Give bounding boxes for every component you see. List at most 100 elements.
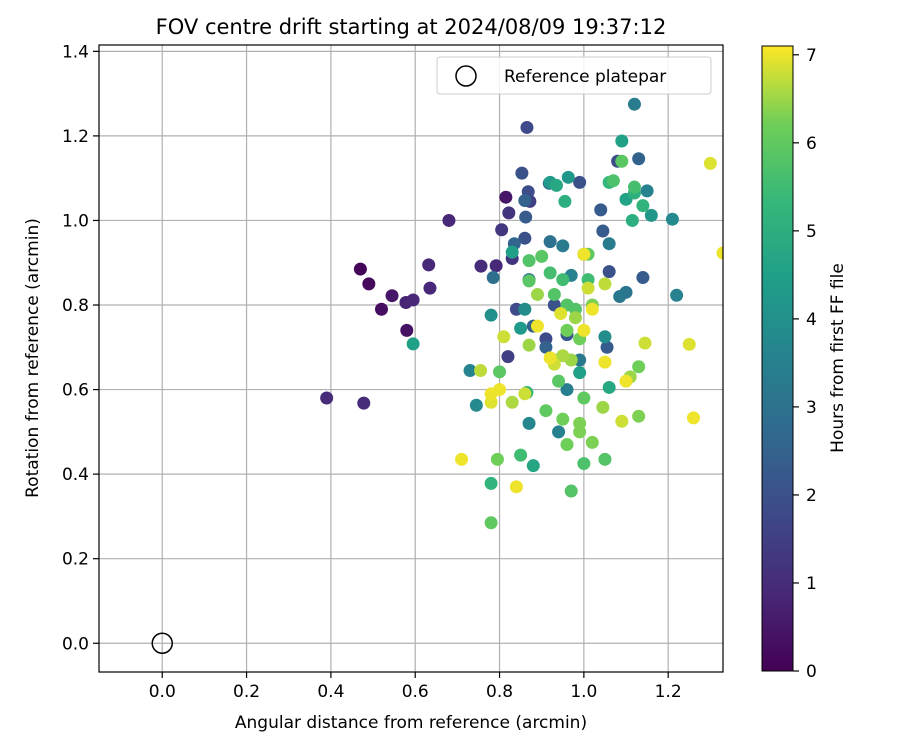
colorbar-tick-label: 7 (806, 46, 817, 66)
x-ticks: 0.0 0.2 0.4 0.6 0.8 1.0 1.2 (149, 672, 682, 702)
data-point (564, 484, 578, 498)
data-point (638, 336, 652, 350)
data-point (602, 265, 616, 279)
data-point (585, 302, 599, 316)
data-point (543, 351, 557, 365)
data-point (560, 323, 574, 337)
data-point (493, 365, 507, 379)
y-tick-label: 0.8 (62, 296, 89, 316)
data-point (530, 319, 544, 333)
legend-box (436, 56, 712, 95)
data-point (613, 290, 627, 304)
data-point (505, 395, 519, 409)
data-point (615, 414, 629, 428)
data-point (585, 435, 599, 449)
data-point (406, 337, 420, 351)
data-point (442, 213, 456, 227)
data-point (636, 271, 650, 285)
plot-frame (98, 44, 724, 673)
data-point (539, 340, 553, 354)
data-point (320, 391, 334, 405)
data-point (455, 452, 469, 466)
colorbar-tick-label: 4 (806, 310, 817, 330)
y-tick-label: 0.2 (62, 550, 89, 570)
data-point (357, 396, 371, 410)
data-point (665, 212, 679, 226)
data-point (501, 350, 515, 364)
data-point (636, 199, 650, 213)
data-point (474, 259, 488, 273)
data-point (497, 330, 511, 344)
colorbar-tick-label: 5 (806, 222, 817, 242)
data-point (670, 288, 684, 302)
data-point (556, 273, 570, 287)
x-tick-label: 1.0 (570, 682, 597, 702)
data-point (463, 364, 477, 378)
data-point (640, 184, 654, 198)
data-point (406, 293, 420, 307)
data-point (499, 190, 513, 204)
y-ticks: 0.0 0.2 0.4 0.6 0.8 1.0 1.2 1.4 (62, 42, 99, 654)
data-point (573, 366, 587, 380)
data-point (573, 175, 587, 189)
colorbar-tick-label: 0 (806, 662, 817, 682)
y-tick-label: 1.0 (62, 211, 89, 231)
data-point (558, 194, 572, 208)
x-tick-label: 1.2 (655, 682, 682, 702)
legend: Reference platepar (436, 56, 712, 95)
data-point (598, 452, 612, 466)
data-point (619, 374, 633, 388)
data-point (495, 223, 509, 237)
data-point (560, 438, 574, 452)
data-point (518, 302, 532, 316)
data-point (522, 254, 536, 268)
y-tick-label: 0.6 (62, 381, 89, 401)
data-point (556, 349, 570, 363)
x-tick-label: 0.4 (317, 682, 344, 702)
data-point (535, 249, 549, 263)
data-point (543, 266, 557, 280)
data-point (632, 152, 646, 166)
colorbar-tick-label: 2 (806, 486, 817, 506)
data-point (486, 271, 500, 285)
data-point (625, 213, 639, 227)
data-point (353, 262, 367, 276)
data-point (423, 281, 437, 295)
data-point (703, 156, 717, 170)
data-point (577, 323, 591, 337)
data-point (522, 416, 536, 430)
data-point (514, 321, 528, 335)
data-point (632, 360, 646, 374)
colorbar-label: Hours from first FF file (828, 263, 848, 453)
data-point (509, 480, 523, 494)
data-point (686, 411, 700, 425)
data-point (385, 289, 399, 303)
x-axis-label: Angular distance from reference (arcmin) (235, 713, 587, 733)
data-point (484, 387, 498, 401)
data-point (556, 412, 570, 426)
data-point (502, 206, 516, 220)
data-point (484, 308, 498, 322)
reference-platepar-marker (151, 632, 173, 655)
data-point (598, 355, 612, 369)
data-point (594, 203, 608, 217)
data-point (484, 476, 498, 490)
data-point (615, 134, 629, 148)
colorbar-ticks: 0 1 2 3 4 5 6 7 (793, 46, 817, 682)
data-point (596, 224, 610, 238)
y-tick-label: 1.4 (62, 42, 89, 62)
colorbar (761, 45, 794, 672)
data-point (515, 166, 529, 180)
colorbar-tick-label: 1 (806, 574, 817, 594)
data-point (568, 311, 582, 325)
y-tick-label: 0.4 (62, 465, 89, 485)
y-tick-label: 1.2 (62, 127, 89, 147)
data-point (716, 246, 723, 260)
data-point (560, 383, 574, 397)
data-point (561, 170, 575, 184)
data-point (600, 340, 614, 354)
data-point (615, 154, 629, 168)
data-point (552, 425, 566, 439)
data-point (598, 277, 612, 291)
